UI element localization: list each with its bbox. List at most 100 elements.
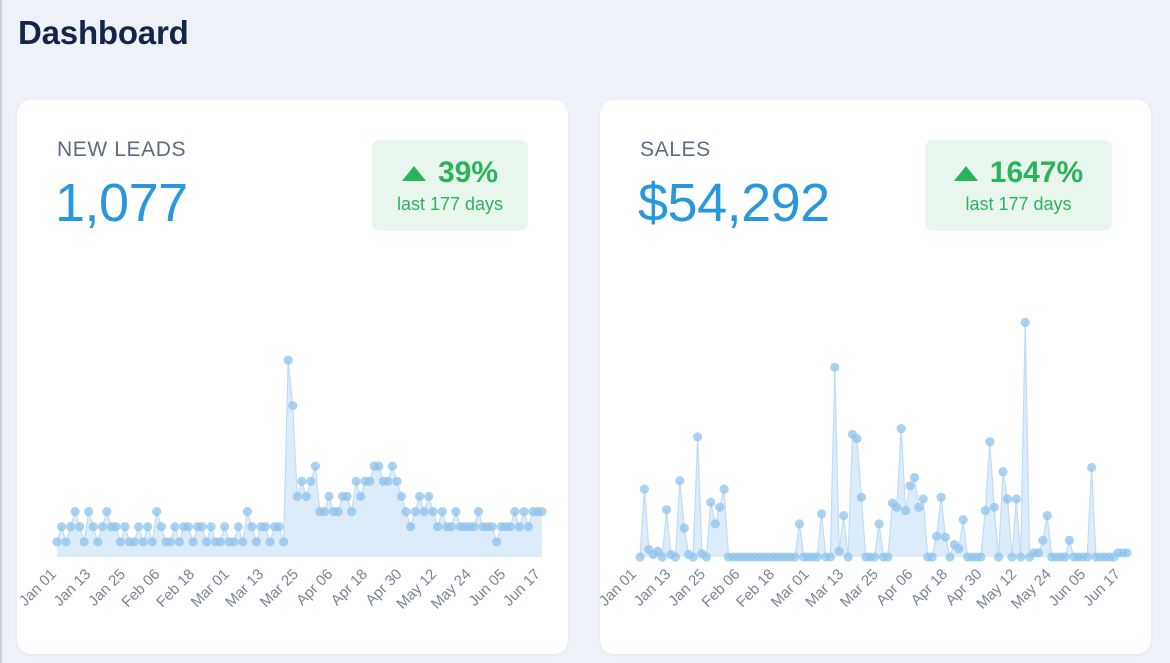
new-leads-point[interactable]: [134, 522, 144, 532]
new-leads-point[interactable]: [419, 507, 429, 517]
sales-point[interactable]: [852, 433, 862, 444]
new-leads-point[interactable]: [410, 507, 420, 517]
new-leads-point[interactable]: [383, 476, 393, 486]
sales-point[interactable]: [794, 519, 804, 529]
new-leads-point[interactable]: [283, 355, 293, 365]
sales-point[interactable]: [856, 492, 866, 502]
new-leads-point[interactable]: [301, 491, 311, 501]
sales-point[interactable]: [909, 472, 920, 483]
sales-point[interactable]: [905, 481, 915, 491]
new-leads-point[interactable]: [215, 537, 225, 547]
new-leads-point[interactable]: [88, 522, 98, 532]
sales-point[interactable]: [1007, 552, 1017, 562]
new-leads-point[interactable]: [356, 491, 366, 501]
new-leads-point[interactable]: [424, 491, 434, 501]
sales-point[interactable]: [639, 484, 649, 494]
sales-point[interactable]: [1002, 494, 1013, 504]
new-leads-point[interactable]: [433, 522, 443, 532]
new-leads-point[interactable]: [324, 491, 334, 501]
sales-point[interactable]: [914, 502, 924, 512]
sales-point[interactable]: [843, 552, 853, 562]
sales-point[interactable]: [1082, 552, 1092, 562]
sales-point[interactable]: [927, 552, 937, 562]
sales-point[interactable]: [1011, 494, 1021, 504]
new-leads-point[interactable]: [469, 522, 479, 532]
new-leads-point[interactable]: [206, 522, 216, 532]
new-leads-point[interactable]: [274, 522, 284, 532]
new-leads-point[interactable]: [79, 537, 89, 547]
new-leads-point[interactable]: [428, 507, 438, 517]
new-leads-point[interactable]: [396, 491, 407, 501]
sales-point[interactable]: [675, 476, 685, 486]
new-leads-point[interactable]: [523, 522, 533, 532]
sales-point[interactable]: [834, 546, 844, 556]
sales-point[interactable]: [936, 492, 946, 502]
new-leads-point[interactable]: [333, 507, 343, 517]
sales-point[interactable]: [706, 497, 716, 507]
new-leads-point[interactable]: [487, 522, 497, 532]
sales-point[interactable]: [839, 511, 849, 521]
sales-point[interactable]: [670, 552, 680, 562]
new-leads-point[interactable]: [374, 461, 384, 471]
new-leads-point[interactable]: [120, 522, 130, 532]
sales-point[interactable]: [1064, 535, 1074, 545]
sales-point[interactable]: [679, 523, 689, 533]
new-leads-point[interactable]: [84, 507, 94, 517]
sales-point[interactable]: [812, 552, 822, 562]
sales-point[interactable]: [985, 437, 995, 447]
new-leads-point[interactable]: [66, 522, 76, 532]
new-leads-point[interactable]: [156, 522, 166, 532]
new-leads-point[interactable]: [152, 507, 162, 517]
new-leads-point[interactable]: [537, 507, 547, 517]
sales-point[interactable]: [693, 432, 703, 442]
sales-point[interactable]: [874, 519, 884, 529]
new-leads-point[interactable]: [288, 401, 298, 411]
new-leads-point[interactable]: [310, 461, 320, 471]
new-leads-point[interactable]: [70, 507, 80, 517]
sales-point[interactable]: [976, 552, 986, 562]
sales-point[interactable]: [998, 467, 1008, 477]
new-leads-point[interactable]: [519, 507, 529, 517]
new-leads-point[interactable]: [265, 537, 275, 547]
new-leads-point[interactable]: [165, 537, 175, 547]
new-leads-point[interactable]: [197, 522, 207, 532]
new-leads-point[interactable]: [233, 522, 243, 532]
new-leads-point[interactable]: [129, 537, 139, 547]
new-leads-point[interactable]: [279, 537, 289, 547]
new-leads-point[interactable]: [406, 522, 416, 532]
new-leads-point[interactable]: [170, 522, 180, 532]
new-leads-point[interactable]: [202, 537, 212, 547]
new-leads-point[interactable]: [347, 507, 357, 517]
sales-point[interactable]: [954, 544, 964, 554]
sales-point[interactable]: [701, 552, 711, 562]
sales-point[interactable]: [892, 502, 902, 512]
new-leads-point[interactable]: [111, 522, 121, 532]
new-leads-point[interactable]: [510, 507, 520, 517]
sales-point[interactable]: [1016, 552, 1026, 562]
sales-point[interactable]: [657, 552, 667, 562]
sales-point[interactable]: [918, 494, 928, 504]
new-leads-point[interactable]: [473, 507, 484, 517]
new-leads-point[interactable]: [183, 522, 193, 532]
sales-point[interactable]: [980, 506, 990, 516]
sales-point[interactable]: [635, 552, 645, 562]
sales-point[interactable]: [816, 509, 827, 519]
sales-point[interactable]: [940, 532, 951, 542]
new-leads-point[interactable]: [401, 507, 411, 517]
sales-point[interactable]: [790, 552, 800, 562]
new-leads-point[interactable]: [93, 537, 103, 547]
sales-point[interactable]: [825, 552, 835, 562]
new-leads-point[interactable]: [56, 522, 67, 532]
sales-point[interactable]: [945, 552, 955, 562]
sales-point[interactable]: [870, 552, 880, 562]
sales-point[interactable]: [1033, 548, 1044, 558]
sales-point[interactable]: [901, 506, 911, 516]
new-leads-point[interactable]: [351, 476, 361, 486]
new-leads-point[interactable]: [220, 522, 230, 532]
sales-point[interactable]: [1087, 462, 1097, 473]
new-leads-point[interactable]: [319, 507, 329, 517]
new-leads-point[interactable]: [242, 507, 252, 517]
new-leads-point[interactable]: [514, 522, 524, 532]
sales-point[interactable]: [830, 362, 840, 372]
new-leads-point[interactable]: [437, 507, 447, 517]
